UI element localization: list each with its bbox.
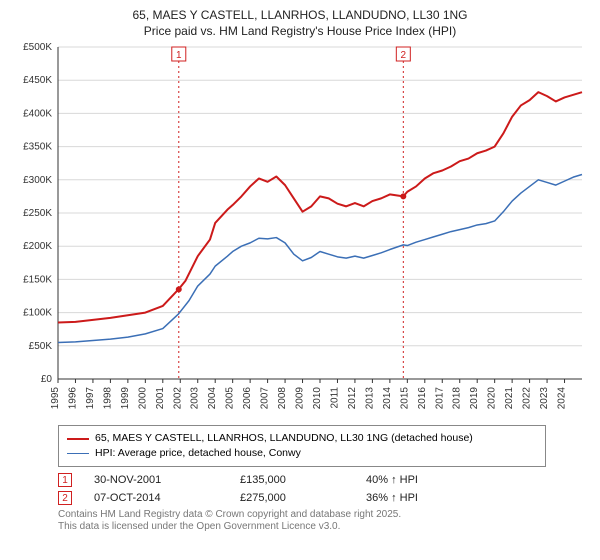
svg-text:1998: 1998: [102, 387, 113, 410]
sale-row: 1 30-NOV-2001 £135,000 40% ↑ HPI: [58, 473, 590, 487]
svg-text:2016: 2016: [417, 387, 428, 410]
sale-price: £135,000: [240, 474, 360, 486]
legend: 65, MAES Y CASTELL, LLANRHOS, LLANDUDNO,…: [58, 425, 546, 466]
svg-text:2020: 2020: [487, 387, 498, 410]
svg-text:2: 2: [401, 50, 407, 61]
sale-date: 07-OCT-2014: [94, 492, 234, 504]
svg-text:1: 1: [176, 50, 182, 61]
svg-text:£150K: £150K: [23, 275, 52, 286]
sale-row: 2 07-OCT-2014 £275,000 36% ↑ HPI: [58, 491, 590, 505]
legend-swatch: [67, 438, 89, 440]
svg-text:2023: 2023: [539, 387, 550, 410]
svg-text:1996: 1996: [67, 387, 78, 410]
legend-label: HPI: Average price, detached house, Conw…: [95, 446, 301, 461]
chart-title: 65, MAES Y CASTELL, LLANRHOS, LLANDUDNO,…: [10, 8, 590, 39]
sale-delta: 40% ↑ HPI: [366, 474, 506, 486]
svg-text:2021: 2021: [504, 387, 515, 410]
sale-date: 30-NOV-2001: [94, 474, 234, 486]
svg-text:2012: 2012: [347, 387, 358, 410]
legend-item: 65, MAES Y CASTELL, LLANRHOS, LLANDUDNO,…: [67, 431, 537, 446]
svg-text:2015: 2015: [399, 387, 410, 410]
sale-marker-box: 2: [58, 491, 72, 505]
svg-text:2005: 2005: [225, 387, 236, 410]
svg-text:£250K: £250K: [23, 208, 52, 219]
svg-text:2008: 2008: [277, 387, 288, 410]
title-line1: 65, MAES Y CASTELL, LLANRHOS, LLANDUDNO,…: [10, 8, 590, 24]
svg-text:2013: 2013: [364, 387, 375, 410]
title-line2: Price paid vs. HM Land Registry's House …: [10, 24, 590, 40]
svg-text:£450K: £450K: [23, 75, 52, 86]
svg-text:£350K: £350K: [23, 142, 52, 153]
svg-text:£0: £0: [41, 374, 53, 385]
svg-text:1999: 1999: [120, 387, 131, 410]
svg-text:2024: 2024: [557, 387, 568, 410]
svg-text:2002: 2002: [172, 387, 183, 410]
svg-text:2010: 2010: [312, 387, 323, 410]
line-chart: £0 £50K £100K £150K £200K £250K £300K £350K £400…: [10, 39, 590, 419]
svg-text:2022: 2022: [522, 387, 533, 410]
svg-text:2003: 2003: [190, 387, 201, 410]
sale-price: £275,000: [240, 492, 360, 504]
svg-text:2014: 2014: [382, 387, 393, 410]
footer-line2: This data is licensed under the Open Gov…: [58, 521, 340, 532]
svg-text:£50K: £50K: [29, 341, 53, 352]
svg-text:1995: 1995: [50, 387, 61, 410]
svg-text:2001: 2001: [155, 387, 166, 410]
svg-text:2007: 2007: [260, 387, 271, 410]
svg-text:£500K: £500K: [23, 42, 52, 53]
footer: Contains HM Land Registry data © Crown c…: [58, 509, 590, 534]
legend-label: 65, MAES Y CASTELL, LLANRHOS, LLANDUDNO,…: [95, 431, 473, 446]
svg-text:2006: 2006: [242, 387, 253, 410]
svg-text:2019: 2019: [469, 387, 480, 410]
legend-swatch: [67, 453, 89, 454]
svg-text:£200K: £200K: [23, 241, 52, 252]
sale-delta: 36% ↑ HPI: [366, 492, 506, 504]
svg-text:2011: 2011: [329, 387, 340, 409]
legend-item: HPI: Average price, detached house, Conw…: [67, 446, 537, 461]
svg-text:£400K: £400K: [23, 109, 52, 120]
sale-marker-box: 1: [58, 473, 72, 487]
svg-text:2000: 2000: [137, 387, 148, 410]
svg-text:2009: 2009: [295, 387, 306, 410]
svg-text:2004: 2004: [207, 387, 218, 410]
footer-line1: Contains HM Land Registry data © Crown c…: [58, 509, 401, 520]
svg-text:£100K: £100K: [23, 308, 52, 319]
svg-text:1997: 1997: [85, 387, 96, 410]
svg-text:2018: 2018: [452, 387, 463, 410]
svg-text:2017: 2017: [434, 387, 445, 410]
svg-text:£300K: £300K: [23, 175, 52, 186]
